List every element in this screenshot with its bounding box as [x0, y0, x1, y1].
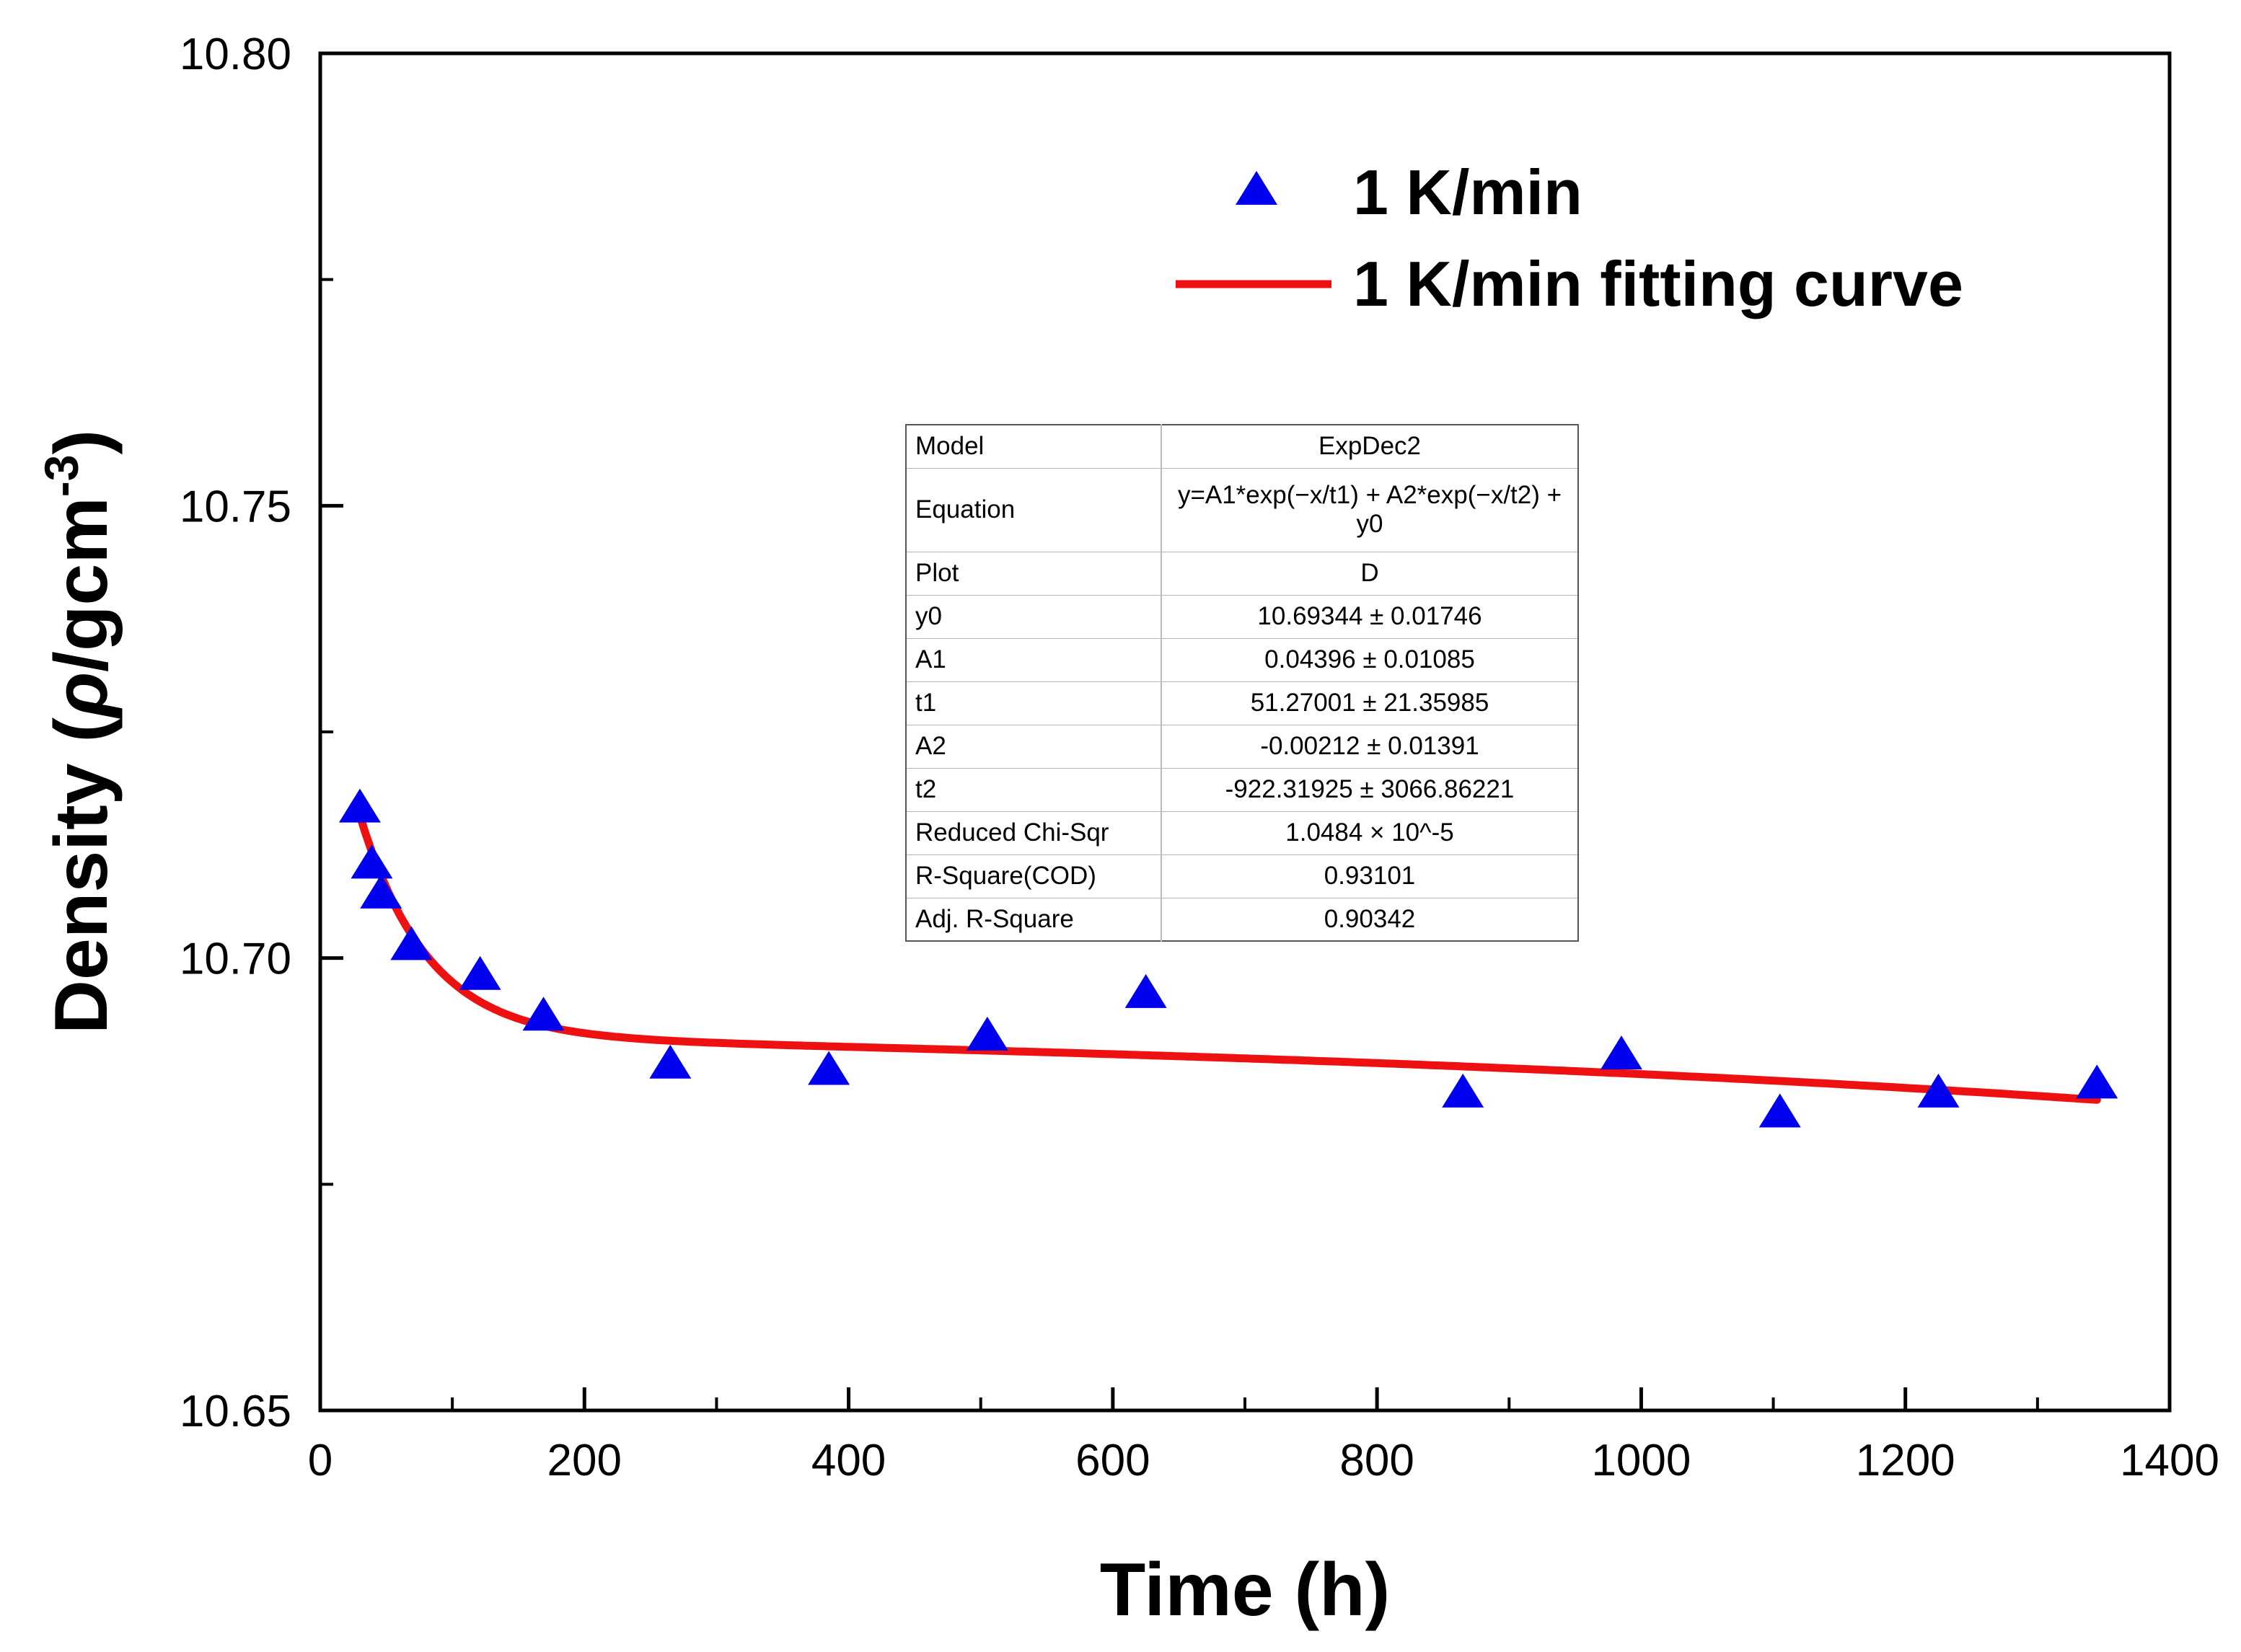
row-value: 0.93101 [1161, 854, 1578, 898]
data-point-triangle [522, 997, 565, 1031]
y-axis-title-unit: /gcm [40, 497, 123, 672]
y-tick-label: 10.70 [180, 935, 291, 984]
row-label: Equation [906, 467, 1162, 552]
x-tick-label: 1200 [1856, 1436, 1955, 1485]
table-row: y0 10.69344 ± 0.01746 [906, 594, 1578, 638]
x-tick-label: 400 [811, 1436, 886, 1485]
row-label: A2 [906, 724, 1162, 768]
row-value: 51.27001 ± 21.35985 [1161, 681, 1578, 725]
fit-curve [356, 811, 2101, 1104]
table-row: Adj. R-Square 0.90342 [906, 897, 1578, 941]
x-axis-title: Time (h) [1100, 1548, 1391, 1632]
data-point-triangle [360, 874, 402, 909]
data-point-triangle [390, 926, 433, 960]
x-tick-label: 1400 [2120, 1436, 2219, 1485]
row-label: Model [906, 425, 1162, 468]
row-value: ExpDec2 [1318, 432, 1422, 461]
table-row: Model ExpDec2 [906, 425, 1578, 468]
data-point-triangle [1917, 1073, 1960, 1108]
table-row: t2 -922.31925 ± 3066.86221 [906, 767, 1578, 811]
table-row: Reduced Chi-Sqr 1.0484 × 10^-5 [906, 810, 1578, 854]
x-tick-label: 600 [1075, 1436, 1150, 1485]
y-axis-title: Density (ρ/gcm-3) [35, 430, 123, 1034]
data-point-triangle [2076, 1064, 2118, 1099]
legend-triangle-marker [1236, 171, 1277, 205]
y-axis-title-rho: ρ [40, 672, 123, 720]
row-label: y0 [906, 594, 1162, 638]
data-point-triangle [649, 1044, 692, 1079]
data-point-triangle [966, 1016, 1008, 1051]
y-axis-title-exponent: -3 [35, 455, 88, 498]
y-axis-title-prefix: Density ( [40, 717, 123, 1035]
legend-label-fit: 1 K/min fitting curve [1353, 248, 1963, 319]
row-label: t2 [906, 767, 1162, 811]
axis-ticks [318, 51, 2172, 1413]
row-label: Plot [906, 551, 1162, 595]
x-tick-label: 0 [308, 1436, 333, 1485]
x-tick-label: 1000 [1591, 1436, 1691, 1485]
row-value: D [1161, 551, 1578, 595]
table-row: A2 -0.00212 ± 0.01391 [906, 724, 1578, 768]
data-point-triangle [1442, 1073, 1484, 1108]
table-row: Equation y=A1*exp(−x/t1) + A2*exp(−x/t2) … [906, 467, 1578, 552]
row-value: -922.31925 ± 3066.86221 [1161, 767, 1578, 811]
data-point-triangle [351, 844, 393, 879]
data-point-triangle [1600, 1035, 1642, 1070]
data-points [338, 788, 2118, 1128]
table-row: t1 51.27001 ± 21.35985 [906, 681, 1578, 725]
x-tick-label: 800 [1339, 1436, 1414, 1485]
row-value: 0.04396 ± 0.01085 [1161, 637, 1578, 681]
row-value: -0.00212 ± 0.01391 [1161, 724, 1578, 768]
y-axis-title-suffix: ) [40, 430, 123, 455]
table-row: A1 0.04396 ± 0.01085 [906, 637, 1578, 681]
row-value: y=A1*exp(−x/t1) + A2*exp(−x/t2) + y0 [1161, 467, 1578, 552]
data-point-triangle [459, 955, 501, 990]
legend-label-data: 1 K/min [1353, 156, 1582, 228]
y-tick-labels: 10.65 10.70 10.75 10.80 [180, 30, 291, 1436]
y-tick-label: 10.65 [180, 1387, 291, 1436]
data-point-triangle [1758, 1093, 1801, 1128]
row-label: Adj. R-Square [906, 897, 1162, 941]
row-value: 0.90342 [1161, 897, 1578, 941]
row-label: Reduced Chi-Sqr [906, 810, 1162, 854]
row-label: R-Square(COD) [906, 854, 1162, 898]
legend: 1 K/min 1 K/min fitting curve [1176, 156, 1963, 319]
x-tick-label: 200 [547, 1436, 622, 1485]
y-tick-label: 10.80 [180, 30, 291, 79]
row-label: t1 [906, 681, 1162, 725]
fit-results-table: Model ExpDec2 Equation y=A1*exp(−x/t1) + A… [905, 424, 1579, 942]
data-point-triangle [338, 788, 381, 823]
row-value: 1.0484 × 10^-5 [1161, 810, 1578, 854]
x-tick-labels: 0 200 400 600 800 1000 1200 1400 [308, 1436, 2219, 1485]
y-tick-label: 10.75 [180, 482, 291, 531]
row-label: A1 [906, 637, 1162, 681]
table-row: Plot D [906, 551, 1578, 595]
row-value: 10.69344 ± 0.01746 [1161, 594, 1578, 638]
data-point-triangle [1124, 973, 1167, 1008]
data-point-triangle [808, 1051, 850, 1085]
table-row: R-Square(COD) 0.93101 [906, 854, 1578, 898]
